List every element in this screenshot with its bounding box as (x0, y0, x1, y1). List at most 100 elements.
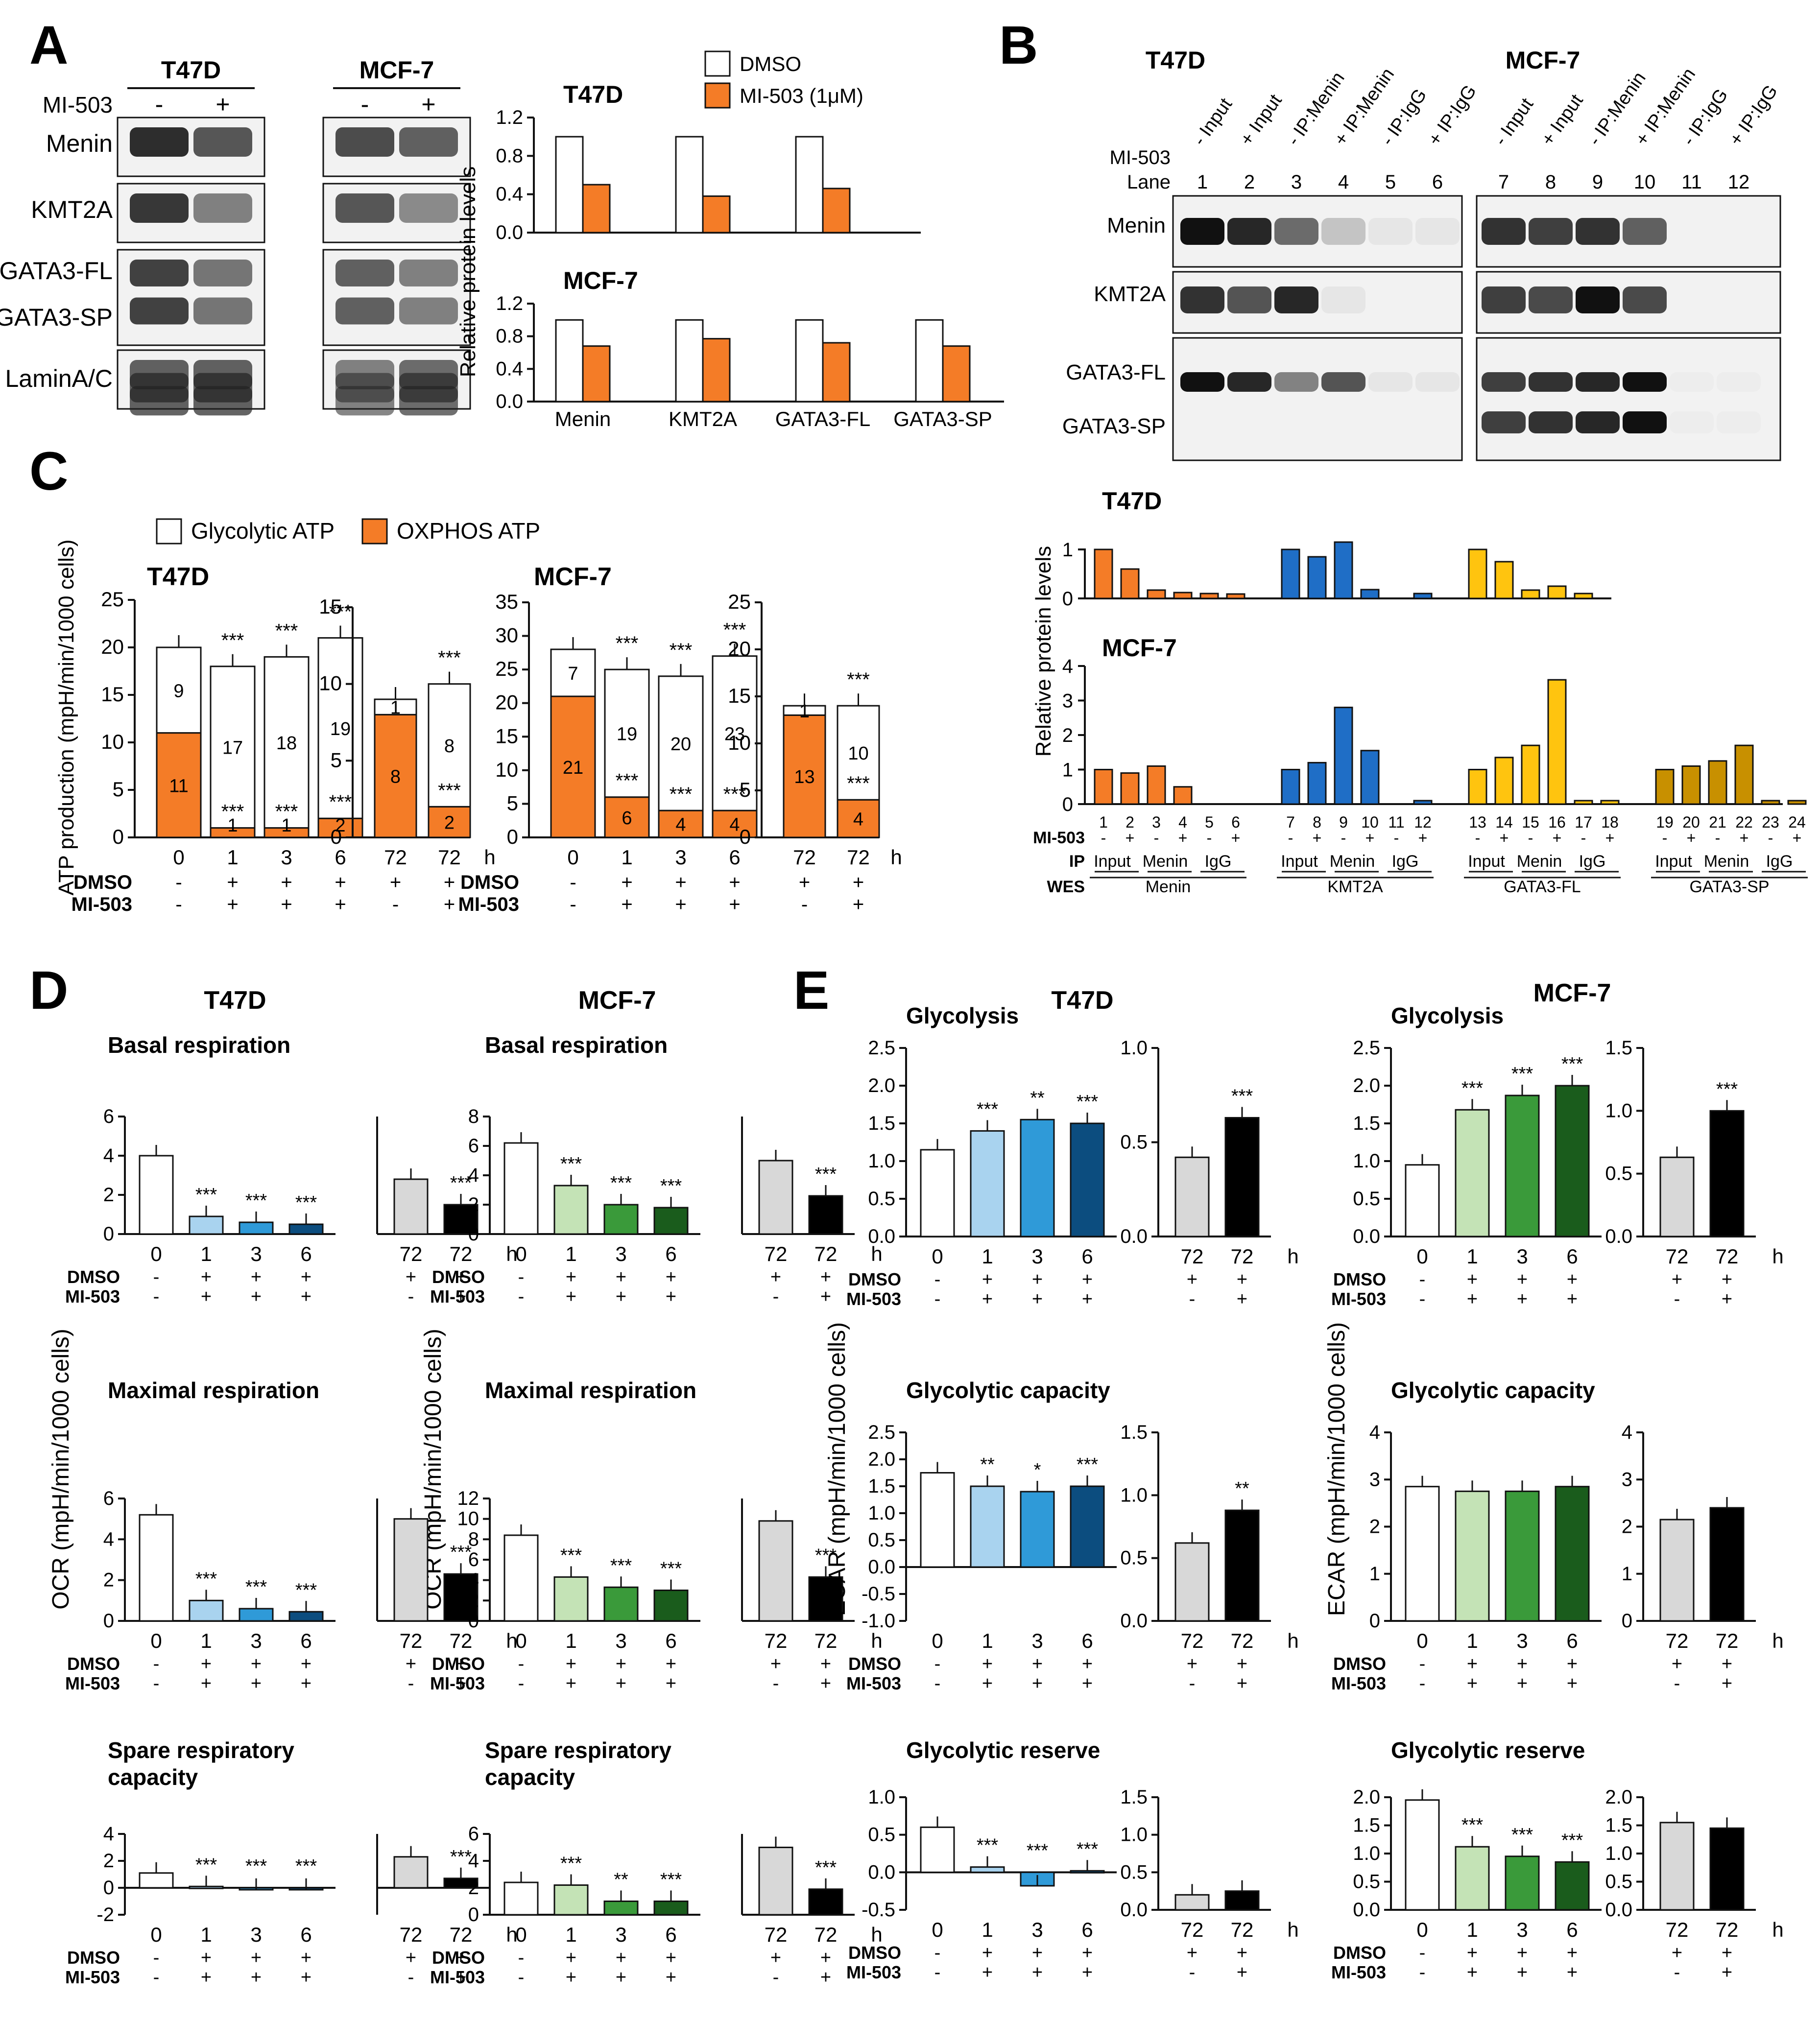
treatment-sign: + (566, 1967, 576, 1988)
significance: *** (195, 1185, 217, 1205)
data-label: 1 (281, 815, 291, 836)
y-tick-label: 0 (1062, 794, 1073, 815)
category-label: 72 (1716, 1918, 1739, 1941)
treatment-sign: - (773, 1967, 779, 1988)
treatment-sign: + (1082, 1673, 1093, 1694)
lane-number: 17 (1575, 813, 1592, 831)
significance: *** (1716, 1079, 1738, 1099)
y-tick-label: 10 (101, 730, 124, 753)
category-label: 1 (621, 846, 632, 869)
bar (1681, 765, 1701, 805)
bar-dmso (675, 136, 704, 234)
y-tick-label: 0 (740, 825, 751, 848)
y-tick-label: 4 (103, 1145, 114, 1166)
treatment-sign: + (666, 1948, 676, 1968)
y-tick-label: 1.5 (1605, 1815, 1632, 1836)
lane-number: 10 (1634, 171, 1656, 193)
blot-band (335, 297, 394, 325)
wes-label: GATA3-FL (1504, 878, 1581, 896)
treatment-sign: + (1687, 829, 1696, 847)
treatment-sign: + (1517, 1269, 1528, 1290)
y-tick-label: 2 (468, 1590, 479, 1611)
treatment-sign: + (301, 1673, 311, 1694)
y-tick-label: 0.0 (496, 391, 523, 412)
category-label: 72 (1181, 1918, 1204, 1941)
treatment-sign: - (1189, 1673, 1196, 1694)
y-tick-label: 2 (1062, 725, 1073, 746)
data-label: 6 (622, 808, 632, 829)
treatment-sign: - (773, 1673, 779, 1694)
lane-number: 14 (1495, 813, 1513, 831)
wes-label: GATA3-SP (1689, 878, 1769, 896)
bar (1120, 568, 1140, 599)
chart-title: MCF-7 (534, 563, 612, 591)
bar-chart: T47D 0.0 0.4 0.8 1.2 (496, 81, 921, 243)
treatment-sign: - (1662, 829, 1668, 847)
significance: *** (1077, 1092, 1099, 1112)
treatment-sign: + (666, 1967, 676, 1988)
data-label: 20 (671, 734, 691, 755)
treatment-sign: - (1207, 829, 1212, 847)
bar-oxphos (712, 809, 758, 838)
chart-title: MCF-7 (563, 267, 638, 294)
blot-label: GATA3-SP (0, 304, 113, 331)
category-label: 6 (1566, 1918, 1578, 1941)
data-label: 11 (169, 776, 188, 796)
category-label: 3 (615, 1242, 626, 1265)
category-label: 0 (515, 1242, 527, 1265)
y-tick-label: 0 (1369, 1610, 1380, 1632)
bar (808, 1888, 843, 1916)
blot-band (193, 297, 252, 325)
treatment-sign: + (1032, 1269, 1043, 1290)
blot-label: GATA3-FL (0, 257, 113, 285)
lane-header: + Input (1537, 91, 1587, 150)
lane-number: 5 (1205, 813, 1214, 831)
chart-title: Maximal respiration (485, 1378, 696, 1403)
western-blot (1172, 271, 1463, 334)
bar-mi503 (822, 342, 851, 403)
blot-band (399, 386, 458, 416)
treatment-sign: - (153, 1967, 160, 1988)
treatment-sign: + (1722, 1673, 1732, 1694)
treatment-sign: + (406, 1654, 416, 1674)
y-tick-label: 5 (507, 791, 518, 814)
blot-band (1274, 372, 1318, 392)
bar (653, 1207, 689, 1235)
bar-chart-pair: 024680--***1++***3++***6++72+-***72++hDM… (430, 1106, 883, 1307)
category-label: 6 (300, 1923, 311, 1946)
treatment-sign: + (1032, 1654, 1043, 1674)
significance: *** (847, 773, 870, 794)
y-axis-label: ECAR (mpH/min/1000 cells) (824, 1322, 850, 1616)
category-label: 72 (450, 1629, 473, 1652)
bar-dmso (915, 319, 944, 403)
y-tick-label: 1 (1062, 539, 1073, 561)
row-label: MI-503 (846, 1962, 901, 1982)
y-tick-label: -1.0 (862, 1610, 895, 1632)
data-label: 1 (227, 815, 238, 836)
chart-title: Glycolysis (906, 1003, 1019, 1028)
treatment-sign: + (281, 894, 292, 915)
category-label: GATA3-FL (775, 407, 870, 430)
bar (553, 1884, 589, 1916)
y-tick-label: 0.0 (1605, 1899, 1632, 1921)
bar (503, 1142, 539, 1235)
blot-band (1415, 372, 1460, 392)
bar (1224, 1509, 1260, 1622)
treatment-sign: + (455, 1267, 466, 1287)
category-label: 3 (1031, 1245, 1043, 1268)
bar (553, 1185, 589, 1235)
y-tick-label: 2 (103, 1569, 114, 1591)
treatment-sign: + (675, 894, 686, 915)
bar (1224, 1890, 1260, 1911)
unit-label: h (506, 1242, 517, 1265)
category-label: 72 (400, 1629, 423, 1652)
y-tick-label: 1.5 (1353, 1113, 1380, 1134)
treatment-sign: + (666, 1267, 676, 1287)
treatment-sign: + (1467, 1269, 1478, 1290)
category-label: 1 (1466, 1629, 1478, 1652)
significance: * (1034, 1460, 1041, 1480)
category-label: 3 (281, 846, 292, 869)
row-label: DMSO (67, 1948, 120, 1968)
ip-label: Input (1655, 852, 1692, 871)
data-label: 23 (724, 724, 745, 744)
